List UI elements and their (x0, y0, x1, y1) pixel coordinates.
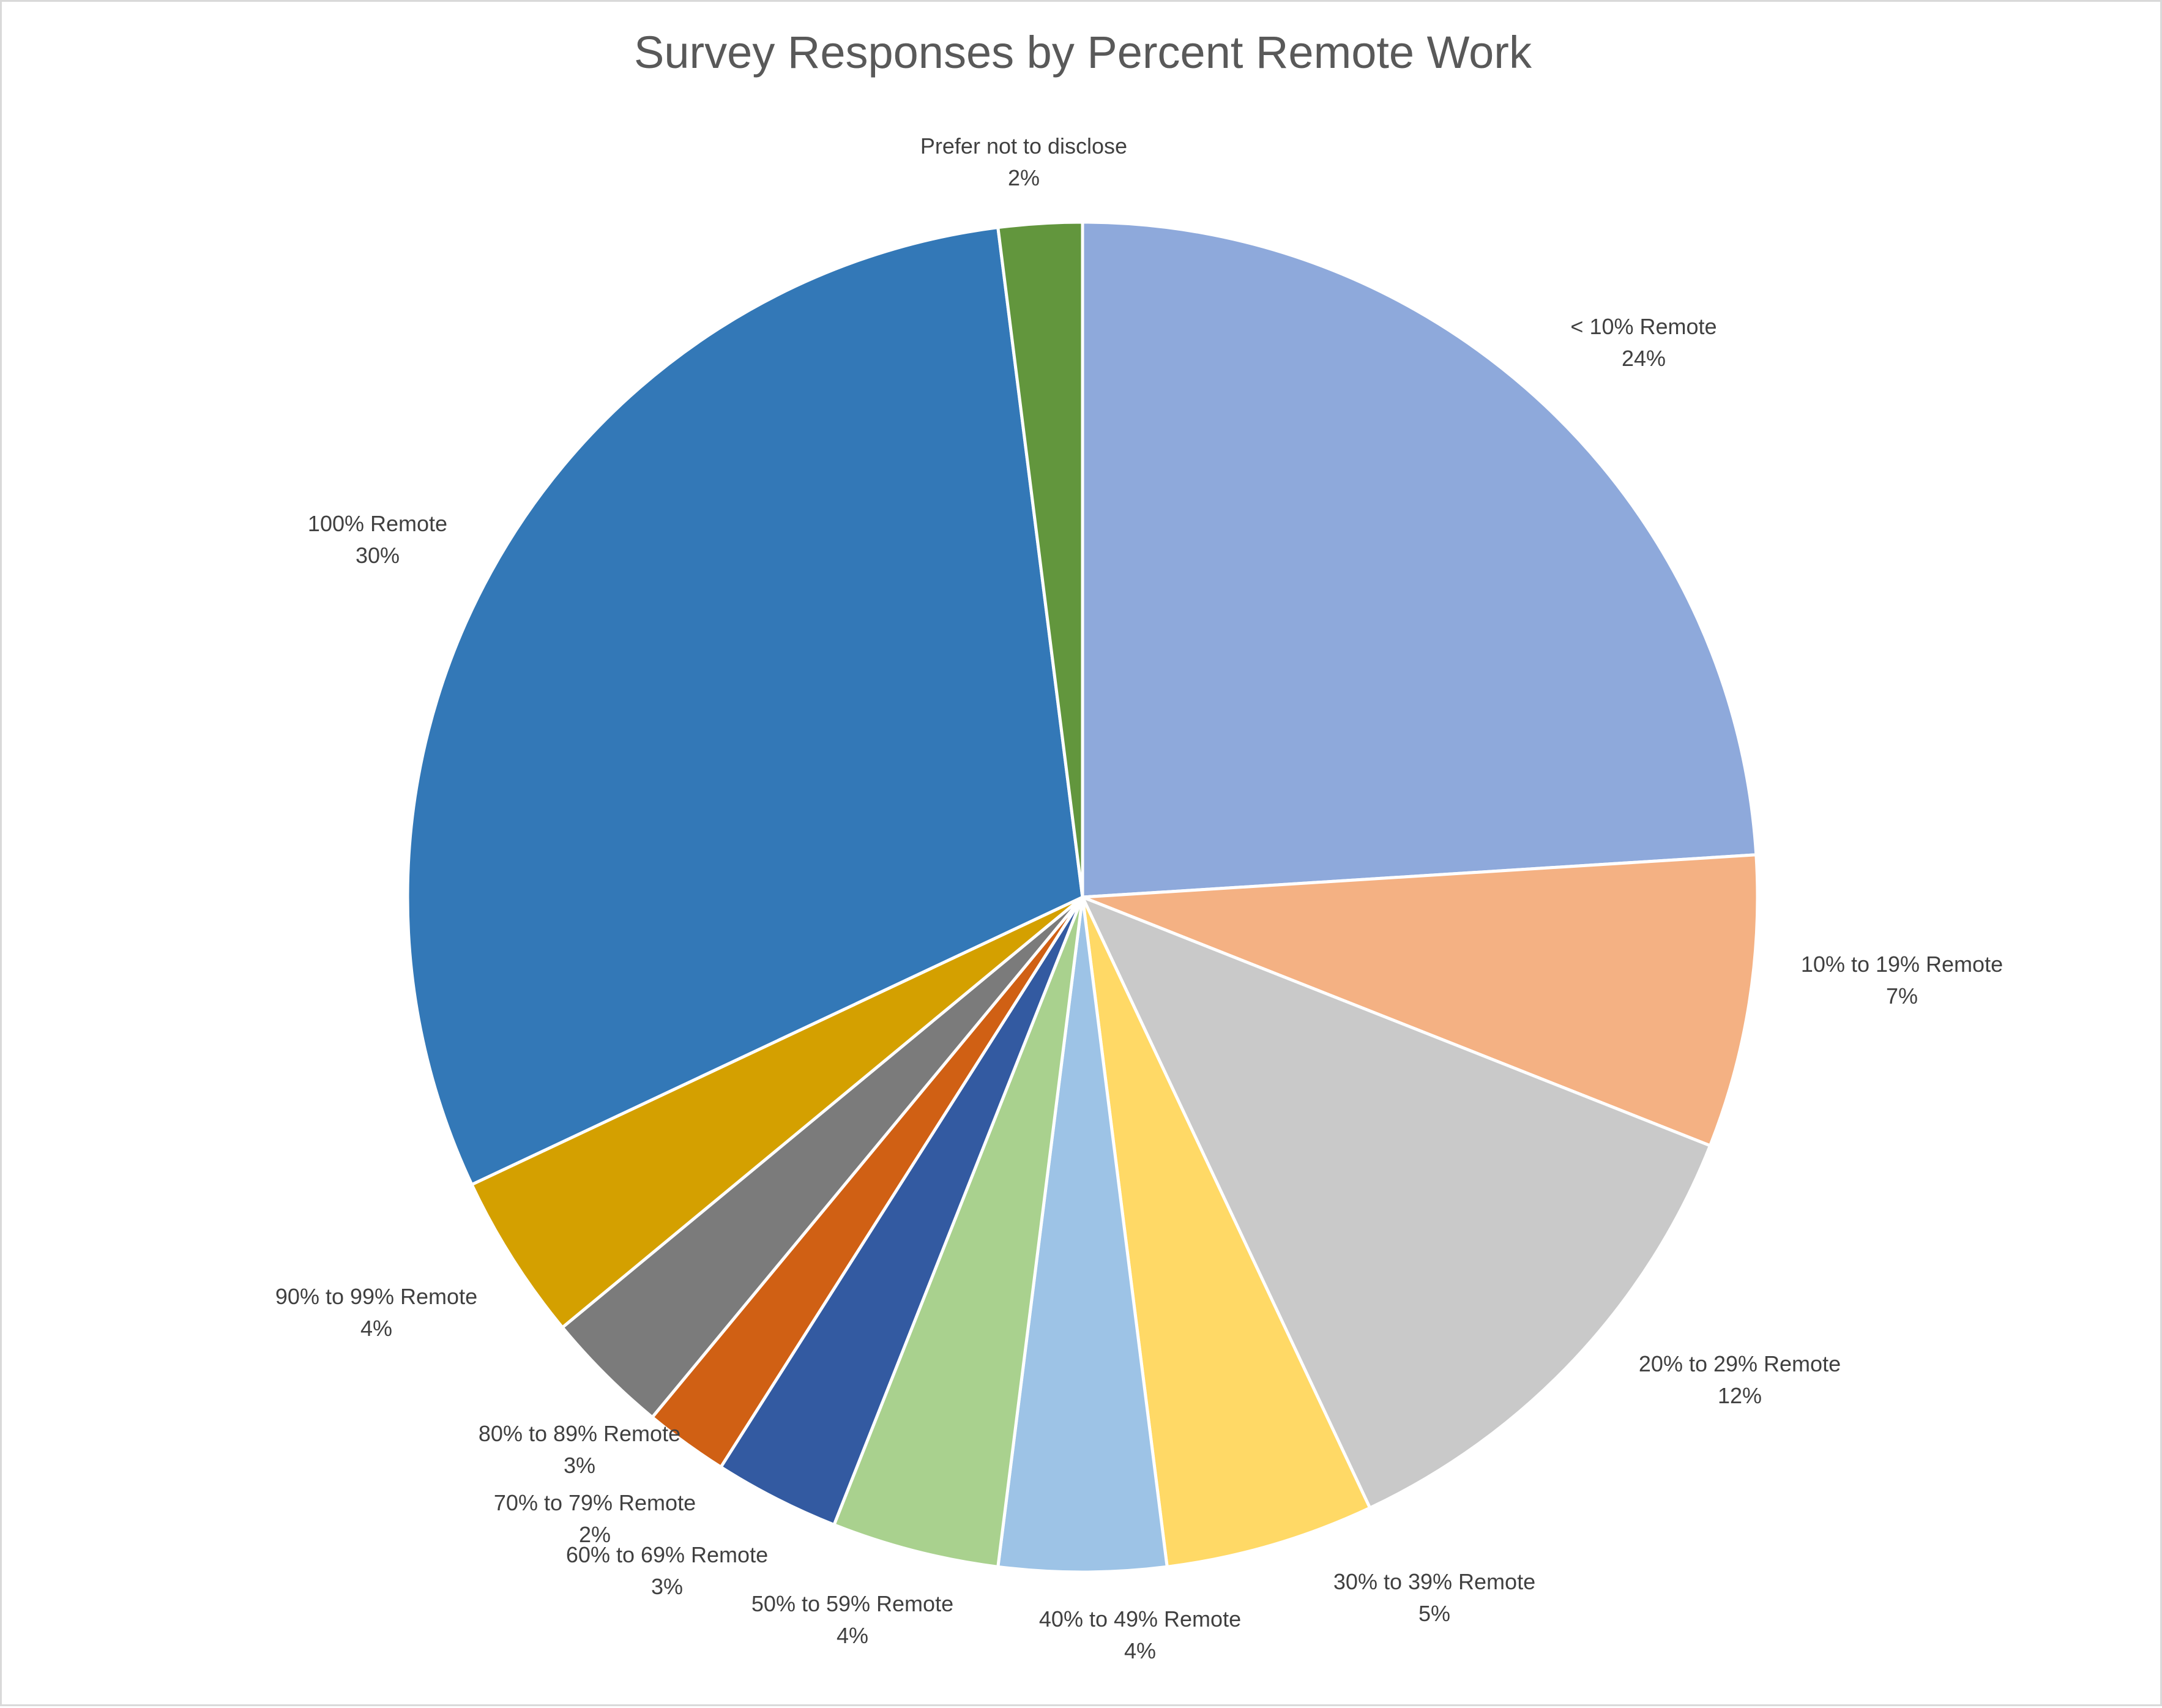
slice-percent-label: 4% (837, 1623, 868, 1648)
pie-slice-11 (406, 226, 1084, 1187)
pie-slice-12 (996, 220, 1084, 899)
data-label-10: 90% to 99% Remote 4% (275, 1284, 477, 1341)
slice-percent-label: 5% (1418, 1601, 1450, 1626)
slice-percent-label: 2% (579, 1522, 611, 1547)
slice-category-label: 90% to 99% Remote (275, 1284, 477, 1309)
slice-percent-label: 30% (356, 543, 400, 568)
slice-percent-label: 3% (651, 1574, 683, 1599)
slice-category-label: 60% to 69% Remote (566, 1542, 768, 1567)
slice-percent-label: 3% (564, 1453, 595, 1478)
pie-slice-2 (1081, 853, 1759, 1147)
chart-title: Survey Responses by Percent Remote Work (634, 27, 1532, 78)
pie-slice-6 (832, 895, 1084, 1568)
slice-percent-label: 7% (1886, 983, 1918, 1009)
slice-percent-label: 12% (1718, 1383, 1762, 1408)
slice-percent-label: 4% (360, 1316, 392, 1341)
slice-category-label: 50% to 59% Remote (751, 1591, 953, 1616)
data-label-6: 50% to 59% Remote 4% (751, 1591, 953, 1648)
data-label-1: < 10% Remote 24% (1570, 314, 1717, 371)
pie-slice-3 (1081, 895, 1712, 1510)
slice-percent-label: 24% (1622, 346, 1666, 371)
slice-category-label: 80% to 89% Remote (479, 1421, 680, 1446)
slice-category-label: 70% to 79% Remote (494, 1490, 696, 1515)
slice-percent-label: 4% (1124, 1638, 1156, 1663)
data-label-3: 20% to 29% Remote 12% (1639, 1351, 1841, 1408)
pie-data-labels: < 10% Remote 24% 10% to 19% Remote 7% 20% to… (275, 133, 2003, 1663)
slice-category-label: 100% Remote (308, 511, 447, 536)
data-label-5: 40% to 49% Remote 4% (1039, 1606, 1241, 1663)
slice-category-label: Prefer not to disclose (920, 133, 1127, 158)
slice-category-label: 10% to 19% Remote (1801, 952, 2003, 977)
data-label-12: Prefer not to disclose 2% (920, 133, 1127, 190)
data-label-7: 60% to 69% Remote 3% (566, 1542, 768, 1599)
pie-slices (406, 220, 1759, 1574)
pie-slice-1 (1081, 220, 1758, 899)
data-label-4: 30% to 39% Remote 5% (1333, 1569, 1535, 1626)
pie-slice-5 (996, 895, 1169, 1574)
data-label-8: 70% to 79% Remote 2% (494, 1490, 696, 1547)
slice-category-label: 40% to 49% Remote (1039, 1606, 1241, 1632)
data-label-11: 100% Remote 30% (308, 511, 447, 568)
pie-slice-4 (1081, 895, 1372, 1568)
slice-category-label: 20% to 29% Remote (1639, 1351, 1841, 1376)
data-label-9: 80% to 89% Remote 3% (479, 1421, 680, 1478)
slice-category-label: 30% to 39% Remote (1333, 1569, 1535, 1594)
pie-slice-10 (470, 895, 1084, 1329)
slice-percent-label: 2% (1008, 165, 1040, 190)
data-label-2: 10% to 19% Remote 7% (1801, 952, 2003, 1009)
slice-category-label: < 10% Remote (1570, 314, 1717, 339)
